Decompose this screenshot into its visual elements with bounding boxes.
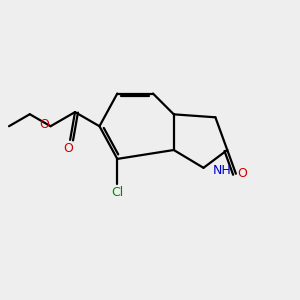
- Text: NH: NH: [212, 164, 231, 177]
- Text: O: O: [39, 118, 49, 131]
- Text: O: O: [64, 142, 74, 155]
- Text: O: O: [238, 167, 248, 180]
- Text: Cl: Cl: [111, 186, 123, 199]
